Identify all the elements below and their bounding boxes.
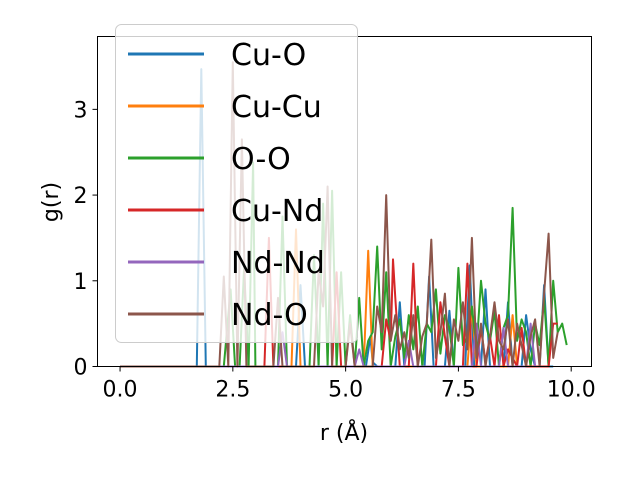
legend-label: Cu-Cu xyxy=(231,90,322,125)
x-tick-label: 10.0 xyxy=(547,378,596,403)
legend-label: Cu-Nd xyxy=(231,194,323,229)
legend: Cu-O Cu-Cu O-O Cu-Nd Nd-Nd Nd-O xyxy=(115,24,358,343)
legend-label: O-O xyxy=(231,142,291,177)
legend-label: Nd-Nd xyxy=(231,246,325,281)
y-axis-label: g(r) xyxy=(39,182,64,222)
y-tick-label: 3 xyxy=(74,98,88,123)
y-tick-label: 0 xyxy=(74,356,88,381)
axis-ticks: 0.0 2.5 5.0 7.5 10.0 0 1 2 3 xyxy=(74,98,596,402)
legend-label: Cu-O xyxy=(231,38,306,73)
x-axis-label: r (Å) xyxy=(320,419,368,446)
y-tick-label: 1 xyxy=(74,270,88,295)
x-tick-label: 5.0 xyxy=(328,378,363,403)
x-tick-label: 2.5 xyxy=(215,378,250,403)
x-tick-label: 7.5 xyxy=(441,378,476,403)
x-tick-label: 0.0 xyxy=(103,378,138,403)
y-tick-label: 2 xyxy=(74,184,88,209)
legend-label: Nd-O xyxy=(231,298,308,333)
